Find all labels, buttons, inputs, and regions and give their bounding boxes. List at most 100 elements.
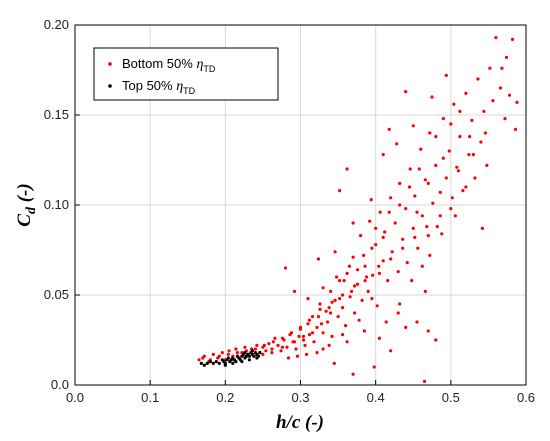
data-point	[353, 284, 356, 287]
data-point	[320, 322, 323, 325]
data-point	[328, 306, 331, 309]
data-point	[482, 110, 485, 113]
data-point	[416, 247, 419, 250]
data-point	[488, 67, 491, 70]
data-point	[251, 349, 254, 352]
data-point	[365, 275, 368, 278]
data-point	[382, 153, 385, 156]
data-point	[322, 347, 325, 350]
data-point	[439, 191, 442, 194]
data-point	[412, 227, 415, 230]
data-point	[270, 347, 273, 350]
data-point	[200, 362, 203, 365]
legend: Bottom 50% ηTD Top 50% ηTD	[94, 48, 278, 100]
data-point	[317, 315, 320, 318]
data-point	[378, 272, 381, 275]
data-point	[255, 356, 258, 359]
data-point	[364, 265, 367, 268]
data-point	[338, 279, 341, 282]
x-tick-label: 0.6	[517, 390, 535, 405]
data-point	[382, 259, 385, 262]
x-tick-label: 0.4	[367, 390, 385, 405]
data-point	[228, 349, 231, 352]
data-point	[358, 319, 361, 322]
data-point	[413, 236, 416, 239]
data-point	[428, 131, 431, 134]
data-point	[434, 135, 437, 138]
data-point	[201, 356, 204, 359]
x-tick-label: 0.5	[442, 390, 460, 405]
data-point	[440, 232, 443, 235]
data-point	[409, 167, 412, 170]
data-point	[370, 198, 373, 201]
data-point	[398, 182, 401, 185]
data-point	[285, 346, 288, 349]
data-point	[346, 272, 349, 275]
data-point	[243, 346, 246, 349]
data-point	[254, 347, 257, 350]
data-point	[338, 189, 341, 192]
data-point	[476, 77, 479, 80]
data-point	[302, 335, 305, 338]
data-point	[287, 356, 290, 359]
data-point	[343, 279, 346, 282]
data-point	[333, 362, 336, 365]
data-point	[359, 234, 362, 237]
x-tick-label: 0.0	[66, 390, 84, 405]
data-point	[454, 214, 457, 217]
y-axis-title: Cd (-)	[14, 183, 39, 226]
data-point	[385, 320, 388, 323]
data-point	[427, 182, 430, 185]
data-point	[331, 301, 334, 304]
data-point	[442, 117, 445, 120]
data-point	[248, 355, 251, 358]
data-point	[312, 340, 315, 343]
data-point	[322, 331, 325, 334]
data-point	[379, 211, 382, 214]
data-point	[511, 38, 514, 41]
legend-label-top-text: Top 50%	[122, 78, 176, 93]
data-point	[206, 362, 209, 365]
data-point	[404, 90, 407, 93]
data-point	[329, 290, 332, 293]
data-point	[408, 185, 411, 188]
data-point	[203, 364, 206, 367]
data-point	[273, 337, 276, 340]
data-point	[430, 95, 433, 98]
data-point	[326, 320, 329, 323]
data-point	[428, 254, 431, 257]
data-point	[415, 320, 418, 323]
data-point	[413, 194, 416, 197]
data-point	[308, 319, 311, 322]
data-point	[264, 349, 267, 352]
data-point	[394, 221, 397, 224]
y-axis-title-main: C	[14, 214, 35, 227]
data-point	[412, 124, 415, 127]
data-point	[421, 265, 424, 268]
data-point	[503, 117, 506, 120]
x-tick-label: 0.1	[141, 390, 159, 405]
data-point	[377, 265, 380, 268]
data-point	[231, 362, 234, 365]
data-point	[322, 286, 325, 289]
data-point	[335, 275, 338, 278]
legend-label-top-symbol: η	[176, 79, 183, 94]
data-point	[302, 338, 305, 341]
legend-label-bottom-symbol: η	[196, 57, 203, 72]
data-point	[388, 211, 391, 214]
data-point	[305, 353, 308, 356]
data-point	[329, 311, 332, 314]
data-point	[494, 36, 497, 39]
data-point	[212, 353, 215, 356]
data-point	[346, 340, 349, 343]
data-point	[361, 299, 364, 302]
legend-marker-top	[108, 84, 112, 88]
data-point	[389, 196, 392, 199]
data-point	[334, 299, 337, 302]
data-point	[315, 326, 318, 329]
data-point	[418, 167, 421, 170]
data-point	[508, 94, 511, 97]
data-point	[218, 362, 221, 365]
data-point	[248, 358, 251, 361]
data-point	[401, 247, 404, 250]
